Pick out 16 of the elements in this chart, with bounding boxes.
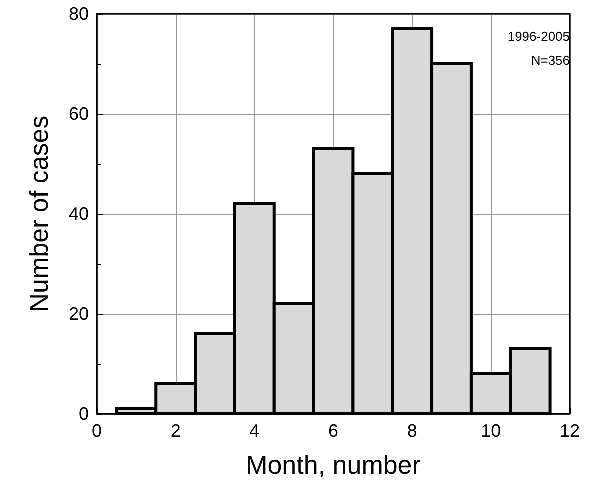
x-tick-label: 6 — [328, 421, 339, 441]
y-axis-title: Number of cases — [24, 116, 54, 312]
y-tick-label: 20 — [68, 304, 89, 324]
annotation: 1996-2005 — [508, 29, 570, 44]
x-tick-label: 8 — [407, 421, 418, 441]
x-tick-label: 0 — [92, 421, 102, 441]
x-tick-label: 4 — [250, 421, 260, 441]
annotation: N=356 — [531, 53, 570, 68]
x-axis-title: Month, number — [246, 450, 422, 480]
y-tick-label: 40 — [68, 204, 89, 224]
x-tick-label: 10 — [481, 421, 502, 441]
y-tick-label: 0 — [78, 404, 89, 424]
x-tick-label: 12 — [560, 421, 580, 441]
y-tick-label: 60 — [68, 104, 89, 124]
y-tick-label: 80 — [68, 4, 89, 24]
x-tick-label: 2 — [170, 421, 181, 441]
